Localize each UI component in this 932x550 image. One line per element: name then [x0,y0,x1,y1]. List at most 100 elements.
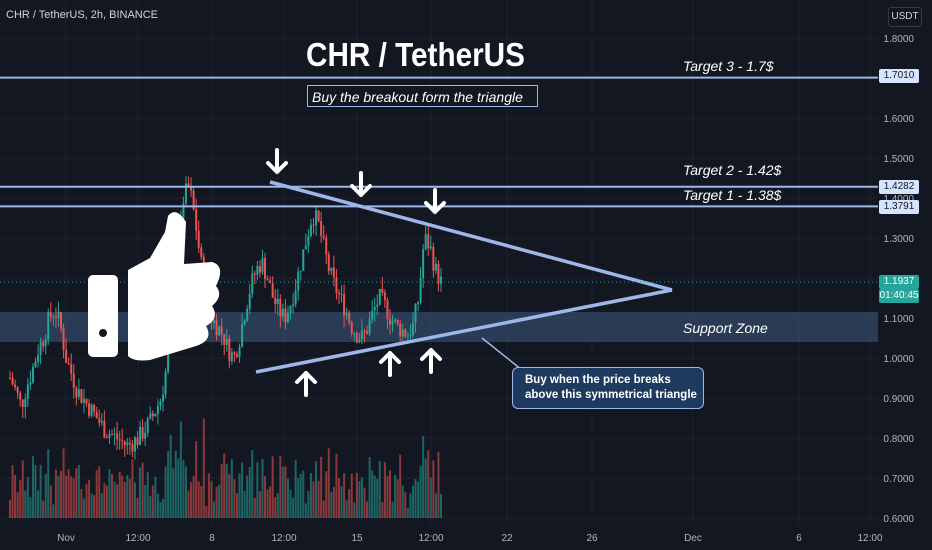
volume-bar [105,485,108,518]
candle-body [340,294,343,296]
volume-bar [388,470,391,518]
volume-bar [202,418,205,518]
candle-body [57,311,60,318]
volume-bar [276,492,279,518]
volume-bar [47,449,50,518]
volume-bar [345,500,348,518]
candle-body [404,329,407,337]
candle-body [307,236,310,246]
volume-bar [315,461,318,518]
candle-body [156,405,159,414]
candle-body [77,389,80,398]
candle-body [52,316,55,318]
candle-body [391,321,394,325]
triangle-lower-line [255,288,673,374]
candle-body [85,398,88,404]
volume-bar [205,505,208,518]
subtitle-label: Buy the breakout form the triangle [307,85,538,107]
candle-body [162,394,165,402]
volume-bar [146,472,149,518]
volume-bar [187,490,190,518]
volume-bar [424,458,427,518]
volume-bar [281,466,284,518]
candle-body [126,442,129,446]
volume-bar [141,462,144,518]
volume-bar [123,481,126,518]
candle-body [366,331,369,334]
candle-body [317,210,320,222]
volume-bar [437,451,440,518]
candle-body [243,320,246,325]
volume-bar [77,465,80,518]
current-price-tag: 1.1937 [879,275,919,289]
support-zone-label: Support Zone [683,320,768,336]
time-tick-label: 6 [796,533,802,544]
volume-bar [434,493,437,518]
candle-body [396,319,399,324]
candle-body [350,322,353,334]
candle-body [411,322,414,336]
volume-bar [131,459,134,518]
volume-bar [162,498,165,518]
volume-bar [31,456,34,518]
volume-bar [90,493,93,518]
candle-body [118,439,121,441]
candle-body [34,361,37,368]
candle-body [343,294,346,316]
candle-body [309,224,312,237]
volume-bar [371,470,374,518]
volume-bar [192,475,195,518]
volume-bar [235,493,238,518]
volume-bar [253,497,256,518]
candle-body [256,266,259,275]
price-tick-label: 1.1000 [883,314,914,325]
target-2-price-tag: 1.4282 [879,180,919,194]
volume-bar [228,473,231,518]
candle-body [108,434,111,438]
candle-body [60,311,63,329]
candle-body [72,373,75,388]
candle-body [258,266,261,273]
volume-bar [325,471,328,518]
volume-bar [348,489,351,518]
volume-bar [304,503,307,518]
time-axis[interactable]: Nov 12:00 8 12:00 15 12:00 22 26 Dec 6 12:00 [57,533,883,544]
candle-body [373,306,376,311]
volume-bar [75,468,78,518]
candle-body [44,339,47,347]
candle-body [98,418,101,423]
time-tick-label: 22 [501,533,513,544]
volume-bar [197,481,200,518]
volume-bar [220,463,223,518]
volume-bar [230,459,233,518]
currency-button[interactable]: USDT [888,7,922,27]
volume-bar [279,456,282,518]
candle-body [417,302,420,305]
volume-bar [297,478,300,518]
candle-body [228,338,231,362]
volume-bar [100,493,103,518]
volume-bar [133,482,136,518]
volume-bar [406,508,409,518]
volume-bar [136,498,139,518]
target-2-label: Target 2 - 1.42$ [683,162,782,178]
candle-body [363,330,366,332]
volume-bar [350,473,353,518]
volume-bar [151,485,154,518]
candle-body [358,339,361,343]
volume-bar [108,468,111,518]
price-tick-label: 1.6000 [883,114,914,125]
candle-body [292,304,295,307]
symbol-header[interactable]: CHR / TetherUS, 2h, BINANCE [6,9,159,21]
volume-bar [57,475,60,518]
volume-bar [327,448,330,518]
volume-bar [233,479,236,518]
volume-bar [225,463,228,518]
candle-body [251,273,254,294]
candle-body [26,384,29,399]
volume-bar [292,497,295,518]
volume-bar [317,481,320,518]
volume-bar [396,479,399,518]
candle-body [103,420,106,438]
